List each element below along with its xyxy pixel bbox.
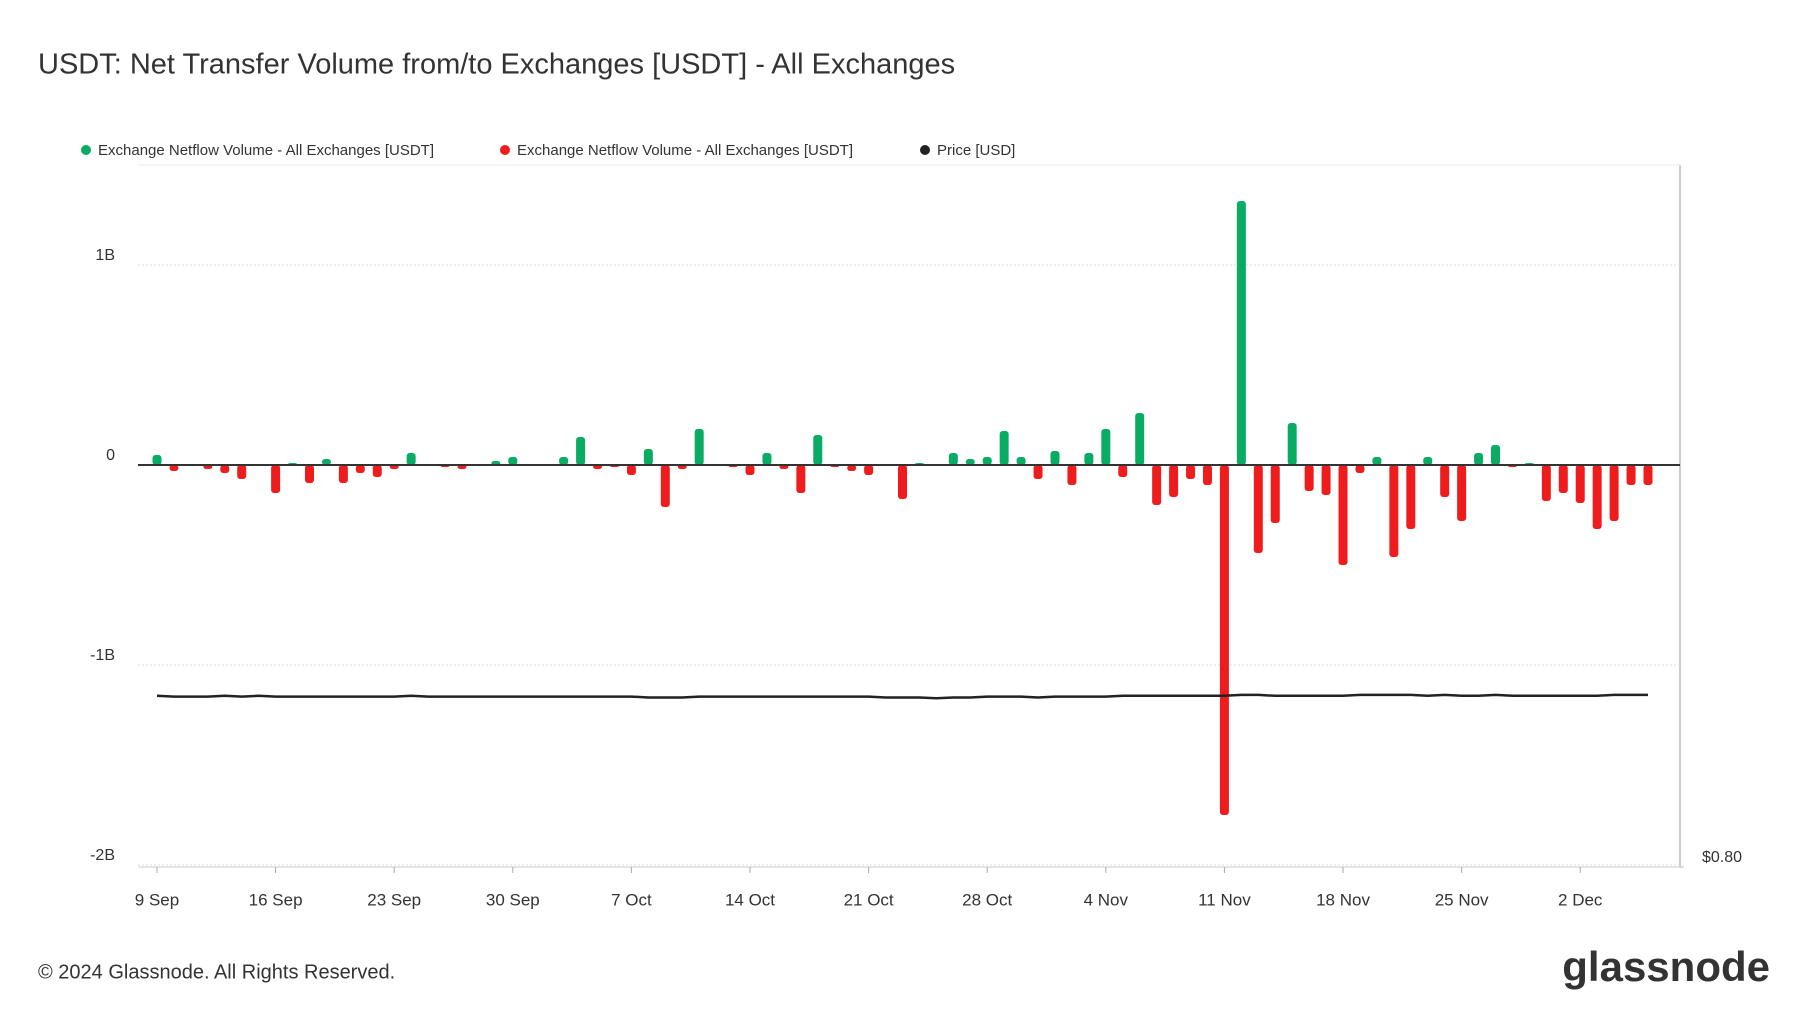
bar <box>694 429 704 465</box>
bar <box>1253 465 1263 553</box>
bar <box>1067 465 1077 485</box>
y-tick-label: 0 <box>106 447 115 464</box>
bar <box>576 437 586 465</box>
bar <box>1558 465 1568 493</box>
y-tick-label: -2B <box>90 847 115 864</box>
x-tick-label: 2 Dec <box>1558 890 1603 909</box>
bar <box>643 449 653 465</box>
bar <box>1050 451 1060 465</box>
logo: glassnode <box>1562 943 1770 990</box>
y-tick-label: -1B <box>90 647 115 664</box>
x-tick-label: 11 Nov <box>1198 890 1251 909</box>
x-tick-label: 23 Sep <box>367 890 421 909</box>
bar <box>1372 457 1382 465</box>
bar <box>1016 457 1026 465</box>
legend-marker <box>81 145 91 155</box>
bar <box>152 455 162 465</box>
bar <box>796 465 806 493</box>
bar <box>847 465 857 471</box>
bar <box>1118 465 1128 477</box>
bar <box>898 465 907 499</box>
bar <box>304 465 314 483</box>
bar <box>321 459 331 465</box>
legend-label: Exchange Netflow Volume - All Exchanges … <box>98 142 434 159</box>
legend-label: Price [USD] <box>937 142 1015 159</box>
bar <box>1152 465 1162 505</box>
x-tick-label: 14 Oct <box>725 890 775 909</box>
bar <box>1321 465 1331 495</box>
bar <box>1609 465 1619 521</box>
bar <box>1423 457 1433 465</box>
bar <box>1440 465 1450 497</box>
bar <box>1406 465 1416 529</box>
bar <box>1592 465 1602 529</box>
bar <box>355 465 365 473</box>
bar <box>237 465 247 479</box>
chart-title: USDT: Net Transfer Volume from/to Exchan… <box>38 49 955 81</box>
bar <box>1304 465 1314 491</box>
x-tick-label: 30 Sep <box>486 890 540 909</box>
bar <box>169 465 179 471</box>
bar <box>1541 465 1551 501</box>
price-line <box>156 693 1648 700</box>
x-tick-label: 4 Nov <box>1084 890 1129 909</box>
bar <box>1491 445 1501 465</box>
bar <box>1135 413 1145 465</box>
legend-marker <box>920 145 930 155</box>
bar <box>1287 423 1297 465</box>
bar <box>745 465 755 475</box>
bar <box>220 465 230 473</box>
legend-label: Exchange Netflow Volume - All Exchanges … <box>517 142 853 159</box>
bar <box>1338 465 1348 565</box>
bar <box>1084 453 1094 465</box>
x-tick-label: 25 Nov <box>1435 890 1489 909</box>
bar <box>626 465 636 475</box>
bar <box>660 465 670 507</box>
bar <box>762 453 772 465</box>
bar <box>1389 465 1399 557</box>
bar <box>813 435 823 465</box>
legend-marker <box>500 145 510 155</box>
bar <box>1270 465 1280 523</box>
bar <box>1219 465 1229 815</box>
bar <box>1101 429 1111 465</box>
x-tick-label: 7 Oct <box>611 890 652 909</box>
bar <box>338 465 348 483</box>
x-tick-label: 9 Sep <box>135 890 179 909</box>
bar <box>508 457 518 465</box>
y-tick-label: 1B <box>95 247 115 264</box>
x-tick-label: 18 Nov <box>1316 890 1370 909</box>
bar <box>1474 453 1484 465</box>
bar <box>982 457 992 465</box>
copyright: © 2024 Glassnode. All Rights Reserved. <box>38 961 395 983</box>
bar <box>372 465 382 477</box>
bar <box>1643 465 1653 485</box>
bar <box>1033 465 1043 479</box>
bar <box>1626 465 1636 485</box>
y2-tick-label: $0.80 <box>1702 849 1742 866</box>
bar <box>271 465 281 493</box>
bar <box>559 457 569 465</box>
bar <box>999 431 1009 465</box>
x-tick-label: 28 Oct <box>962 890 1012 909</box>
bar <box>948 453 958 465</box>
bar <box>864 465 874 475</box>
bar <box>1457 465 1467 521</box>
bar <box>965 459 975 465</box>
bar <box>1575 465 1585 503</box>
bar <box>1169 465 1179 497</box>
bar <box>1186 465 1196 479</box>
bar <box>1236 201 1246 465</box>
x-tick-label: 21 Oct <box>844 890 894 909</box>
x-tick-label: 16 Sep <box>249 890 303 909</box>
bar <box>406 453 416 465</box>
bar <box>1355 465 1365 473</box>
bar <box>1202 465 1212 485</box>
